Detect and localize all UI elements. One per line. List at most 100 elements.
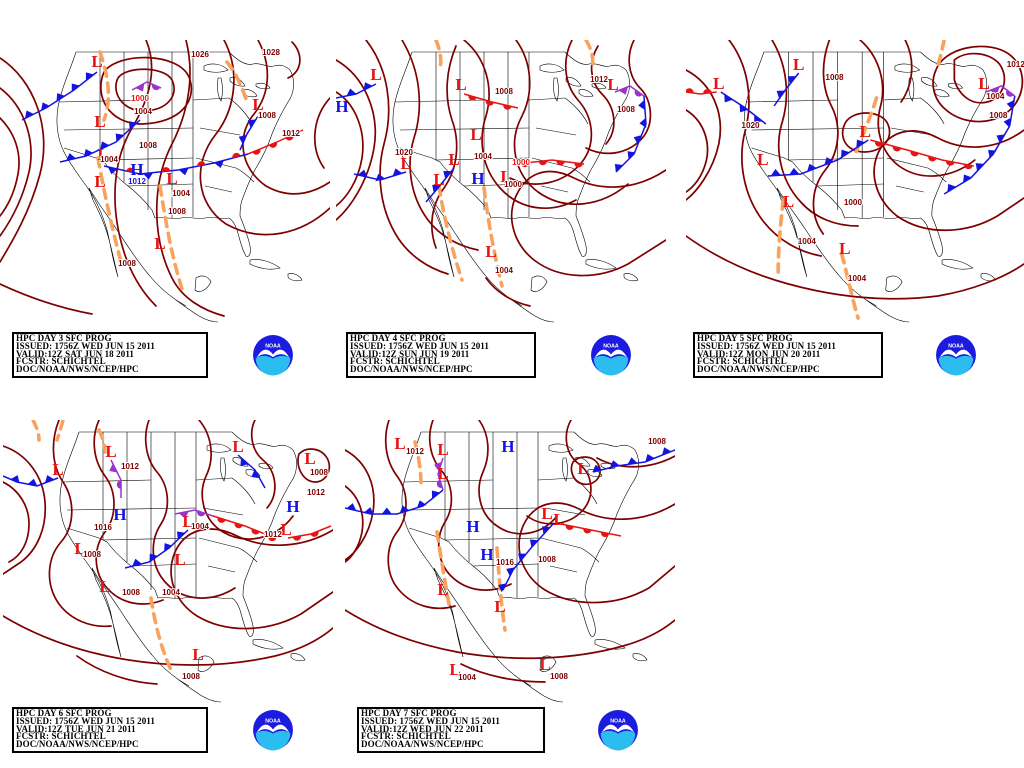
front-semicircle-pip (520, 162, 530, 168)
high-pressure-marker: H (286, 497, 299, 516)
low-pressure-marker: L (94, 172, 105, 191)
front-triangle-pip (381, 507, 392, 514)
isobar-pressure-label: 1004 (458, 673, 476, 682)
front-triangle-pip (856, 139, 865, 148)
front-semicircle-pip (251, 528, 260, 535)
low-pressure-marker: L (182, 512, 193, 531)
front-triangle-pip (24, 110, 34, 119)
isobar-pressure-label: 1000 (844, 198, 863, 207)
front-semicircle-pip (600, 532, 610, 538)
front-triangle-pip (963, 174, 972, 183)
low-pressure-marker: L (394, 434, 405, 453)
warm-front (287, 525, 332, 541)
isobar-pressure-label: 1012 (590, 75, 608, 84)
trough-lines (776, 40, 946, 320)
prog-caption-box: HPC DAY 3 SFC PROG ISSUED: 1756Z WED JUN… (12, 332, 208, 378)
front-triangle-pip (627, 151, 636, 160)
front-triangle-pip (392, 168, 403, 177)
front-semicircle-pip (252, 148, 261, 155)
front-triangle-pip (399, 505, 410, 514)
front-triangle-pip (41, 102, 51, 111)
isobar-pressure-label: 1012 (121, 462, 139, 471)
isobar-pressure-label: 1012 (1007, 60, 1024, 69)
fronts (686, 72, 1016, 195)
front-triangle-pip (988, 149, 997, 158)
front-triangle-pip (214, 160, 224, 168)
forecaster-line: FCSTR: SCHICHTEL (16, 731, 106, 742)
front-triangle-pip (431, 490, 440, 499)
front-triangle-pip (614, 163, 623, 173)
noaa-logo-text: NOAA (265, 344, 281, 350)
cold-front (614, 95, 647, 173)
low-pressure-marker: L (304, 449, 315, 468)
front-triangle-pip (363, 82, 373, 91)
noaa-logo-text: NOAA (265, 719, 281, 725)
front-triangle-pip (176, 531, 186, 540)
isobar-pressure-label: 1012 (307, 488, 325, 497)
occluded-front (131, 81, 162, 92)
front-triangle-pip (346, 88, 357, 96)
forecaster-line: FCSTR: SCHICHTEL (697, 356, 787, 367)
front-semicircle-pip (197, 161, 206, 167)
low-pressure-marker: L (192, 645, 203, 664)
isobar-pressure-label: 1020 (741, 121, 760, 130)
fronts (21, 71, 304, 180)
front-semicircle-pip (964, 164, 973, 170)
low-pressure-marker: L (370, 65, 381, 84)
occluded-front (985, 85, 1016, 97)
cold-front (767, 139, 869, 177)
low-pressure-marker: L (437, 440, 448, 459)
high-pressure-marker: H (480, 545, 493, 564)
prog-caption-box: HPC DAY 4 SFC PROG ISSUED: 1756Z WED JUN… (346, 332, 536, 378)
front-triangle-pip (529, 539, 539, 548)
front-semicircle-pip (874, 141, 884, 147)
isobar-pressure-label: 1004 (191, 522, 209, 531)
noaa-logo-text: NOAA (603, 344, 619, 350)
isobar-pressure-label: 1028 (262, 48, 280, 57)
front-triangle-pip (807, 163, 817, 172)
front-triangle-pip (947, 183, 957, 193)
front-triangle-pip (240, 457, 249, 466)
noaa-logo-text: NOAA (948, 344, 964, 350)
issued-line: ISSUED: 1756Z WED JUN 15 2011 (16, 715, 156, 726)
isobar-pressure-label: 1004 (474, 152, 492, 161)
front-triangle-pip (115, 133, 124, 142)
front-triangle-pip (989, 86, 1000, 95)
warm-front (870, 139, 974, 170)
low-pressure-marker: L (553, 510, 564, 529)
front-triangle-pip (27, 478, 38, 487)
front-semicircle-pip (892, 146, 902, 152)
front-triangle-pip (627, 457, 638, 465)
cold-front (943, 95, 1016, 195)
front-triangle-pip (443, 170, 452, 179)
front-semicircle-pip (1005, 90, 1014, 97)
front-semicircle-pip (583, 528, 592, 534)
cold-front (336, 82, 377, 99)
isobar-labels: 1008 1012 1004 1008 1020 1000 1004 1004 (740, 59, 1024, 284)
isobar-pressure-label: 1008 (989, 111, 1008, 120)
low-pressure-marker: L (859, 122, 871, 141)
issued-line: ISSUED: 1756Z WED JUN 15 2011 (697, 340, 837, 351)
front-triangle-pip (363, 507, 374, 515)
low-pressure-marker: L (433, 170, 444, 189)
low-pressure-marker: L (232, 437, 243, 456)
fronts (336, 82, 647, 203)
isobars (0, 40, 330, 317)
cold-front (592, 447, 675, 473)
front-semicircle-pip (310, 531, 319, 537)
isobar-pressure-label: 1020 (395, 148, 413, 157)
noaa-logo: NOAA (598, 710, 638, 751)
front-triangle-pip (143, 172, 154, 180)
isobar-pressure-label: 1004 (798, 237, 817, 246)
agency-line: DOC/NOAA/NWS/NCEP/HPC (16, 739, 139, 750)
front-semicircle-pip (197, 510, 206, 517)
isobar-pressure-label: 1004 (100, 155, 118, 164)
isobar-pressure-label: 1008 (168, 207, 186, 216)
valid-line: VALID:12Z WED JUN 22 2011 (361, 723, 484, 734)
occluded-front (109, 459, 122, 498)
isobar-pressure-label: 1012 (406, 447, 424, 456)
